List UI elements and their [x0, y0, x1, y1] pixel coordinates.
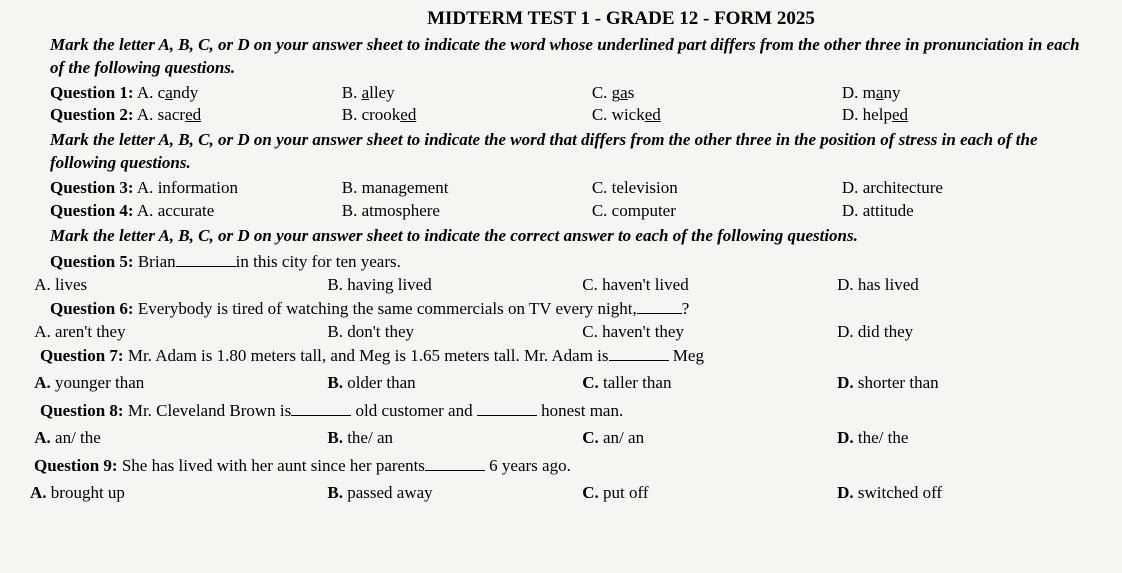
q3-option-b: B. management: [342, 177, 592, 200]
question-3: Question 3: A. information B. management…: [30, 177, 1092, 200]
q9-stem-a: She has lived with her aunt since her pa…: [122, 456, 425, 475]
question-8: Question 8: Mr. Cleveland Brown is old c…: [30, 399, 1092, 423]
q6-option-d: D. did they: [837, 321, 1092, 344]
q5-label: Question 5:: [50, 252, 134, 271]
q1-option-c: C. gas: [592, 82, 842, 105]
q8-stem-a: Mr. Cleveland Brown is: [128, 401, 291, 420]
q4-option-b: B. atmosphere: [342, 200, 592, 223]
q9-label: Question 9:: [34, 456, 118, 475]
question-5: Question 5: Brian in this city for ten ye…: [30, 250, 1092, 274]
instruction-stress: Mark the letter A, B, C, or D on your an…: [30, 129, 1092, 175]
q4-option-d: D. attitude: [842, 200, 1092, 223]
instruction-correct-answer: Mark the letter A, B, C, or D on your an…: [30, 225, 1092, 248]
q3-label: Question 3:: [50, 178, 134, 197]
q9-stem-b: 6 years ago.: [489, 456, 571, 475]
q7-options: A. younger than B. older than C. taller …: [30, 372, 1092, 395]
q6-option-a: A. aren't they: [30, 321, 327, 344]
q3-option-c: C. television: [592, 177, 842, 200]
q8-option-a: A. an/ the: [30, 427, 327, 450]
page-title: MIDTERM TEST 1 - GRADE 12 - FORM 2025: [150, 6, 1092, 32]
q1-option-d: D. many: [842, 82, 1092, 105]
q6-stem: Everybody is tired of watching the same …: [138, 299, 637, 318]
q3-option-d: D. architecture: [842, 177, 1092, 200]
q2-label: Question 2:: [50, 105, 134, 124]
q1-label: Question 1:: [50, 83, 134, 102]
q5-option-d: D. has lived: [837, 274, 1092, 297]
question-4: Question 4: A. accurate B. atmosphere C.…: [30, 200, 1092, 223]
q5-options: A. lives B. having lived C. haven't live…: [30, 274, 1092, 297]
question-9: Question 9: She has lived with her aunt …: [30, 454, 1092, 478]
q4-option-c: C. computer: [592, 200, 842, 223]
q6-options: A. aren't they B. don't they C. haven't …: [30, 321, 1092, 344]
q2-option-d: D. helped: [842, 104, 1092, 127]
question-7: Question 7: Mr. Adam is 1.80 meters tall…: [30, 344, 1092, 368]
q5-stem-post: in this city for ten years.: [236, 252, 401, 271]
q7-stem: Mr. Adam is 1.80 meters tall, and Meg is…: [128, 346, 609, 365]
q8-option-c: C. an/ an: [582, 427, 837, 450]
q7-tail: Meg: [673, 346, 704, 365]
q6-option-b: B. don't they: [327, 321, 582, 344]
q7-option-a: A. younger than: [30, 372, 327, 395]
q8-option-d: D. the/ the: [837, 427, 1092, 450]
q7-label: Question 7:: [40, 346, 124, 365]
q8-stem-c: honest man.: [541, 401, 623, 420]
question-2: Question 2: A. sacred B. crooked C. wick…: [30, 104, 1092, 127]
instruction-pronunciation: Mark the letter A, B, C, or D on your an…: [30, 34, 1092, 80]
q6-tail: ?: [682, 299, 690, 318]
question-6: Question 6: Everybody is tired of watchi…: [30, 297, 1092, 321]
q7-option-b: B. older than: [327, 372, 582, 395]
q8-options: A. an/ the B. the/ an C. an/ an D. the/ …: [30, 427, 1092, 450]
q4-label: Question 4:: [50, 201, 134, 220]
q7-option-d: D. shorter than: [837, 372, 1092, 395]
q9-options: A. brought up B. passed away C. put off …: [30, 482, 1092, 505]
q9-option-d: D. switched off: [837, 482, 1092, 505]
q6-option-c: C. haven't they: [582, 321, 837, 344]
q5-option-a: A. lives: [30, 274, 327, 297]
question-1: Question 1: A. candy B. alley C. gas D. …: [30, 82, 1092, 105]
q8-option-b: B. the/ an: [327, 427, 582, 450]
q9-option-b: B. passed away: [327, 482, 582, 505]
q5-option-c: C. haven't lived: [582, 274, 837, 297]
q1-option-b: B. alley: [342, 82, 592, 105]
q8-stem-b: old customer and: [355, 401, 472, 420]
q9-option-c: C. put off: [582, 482, 837, 505]
q8-label: Question 8:: [40, 401, 124, 420]
q9-option-a: A. brought up: [30, 482, 327, 505]
q6-label: Question 6:: [50, 299, 134, 318]
q5-stem-pre: Brian: [138, 252, 176, 271]
q4-option-a: accurate: [158, 201, 215, 220]
q2-option-b: B. crooked: [342, 104, 592, 127]
q2-option-c: C. wicked: [592, 104, 842, 127]
q5-option-b: B. having lived: [327, 274, 582, 297]
q3-option-a: information: [158, 178, 238, 197]
q7-option-c: C. taller than: [582, 372, 837, 395]
